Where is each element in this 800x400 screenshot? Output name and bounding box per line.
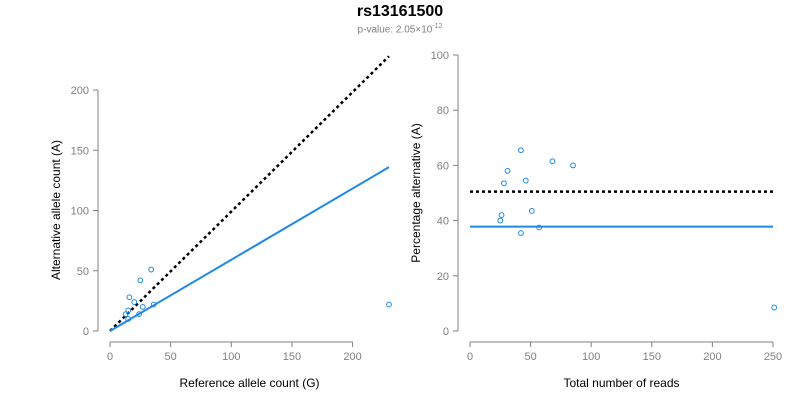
data-point bbox=[125, 307, 132, 314]
data-point bbox=[136, 311, 143, 318]
data-point bbox=[137, 277, 144, 284]
x-tick-label: 0 bbox=[107, 351, 113, 363]
data-point bbox=[518, 230, 524, 236]
data-point bbox=[522, 177, 529, 184]
data-point bbox=[528, 208, 535, 214]
x-tick-label: 0 bbox=[467, 351, 473, 363]
data-point bbox=[131, 299, 138, 305]
subtitle-prefix: p-value: 2.05×10 bbox=[357, 24, 433, 36]
x-tick-label: 250 bbox=[764, 351, 782, 363]
data-point bbox=[125, 316, 132, 322]
chart-title: rs13161500 bbox=[356, 3, 444, 20]
y-axis-title: Percentage alternative (A) bbox=[409, 123, 423, 262]
y-tick-label: 20 bbox=[437, 271, 449, 283]
data-point bbox=[518, 147, 524, 154]
data-point bbox=[139, 304, 146, 310]
data-point bbox=[126, 294, 133, 301]
data-point bbox=[549, 158, 556, 165]
y-tick-label: 80 bbox=[437, 105, 449, 117]
x-tick-label: 150 bbox=[643, 351, 661, 363]
y-tick-label: 100 bbox=[71, 206, 89, 218]
y-tick-label: 0 bbox=[83, 326, 89, 338]
x-tick-label: 50 bbox=[165, 351, 177, 363]
x-axis-title: Total number of reads bbox=[563, 376, 679, 390]
data-point bbox=[504, 168, 511, 174]
y-tick-label: 150 bbox=[71, 145, 89, 157]
plot-panel-2: 0 50 100 150 200 250 0 20 40 60 80 100 Total number … bbox=[409, 50, 782, 390]
data-point bbox=[386, 301, 392, 308]
data-point bbox=[536, 224, 542, 231]
data-point bbox=[148, 266, 155, 273]
x-tick-label: 100 bbox=[582, 351, 600, 363]
y-tick-label: 60 bbox=[437, 160, 449, 172]
data-point bbox=[498, 212, 505, 218]
y-tick-label: 0 bbox=[443, 326, 449, 338]
y-tick-label: 100 bbox=[431, 50, 449, 62]
y-tick-label: 40 bbox=[437, 216, 449, 228]
plot-panel-1: 0 50 100 150 200 0 50 100 150 200 Reference allele… bbox=[49, 55, 392, 390]
data-point bbox=[771, 304, 778, 311]
y-axis-title: Alternative allele count (A) bbox=[49, 140, 63, 280]
reference-line bbox=[109, 55, 390, 332]
y-tick-label: 200 bbox=[71, 85, 89, 97]
x-tick-label: 150 bbox=[283, 351, 301, 363]
fit-line bbox=[109, 166, 390, 332]
x-axis-title: Reference allele count (G) bbox=[179, 376, 319, 390]
y-tick-label: 50 bbox=[77, 266, 89, 278]
data-point bbox=[501, 180, 507, 187]
x-tick-label: 200 bbox=[343, 351, 361, 363]
x-tick-label: 50 bbox=[524, 351, 536, 363]
x-tick-label: 200 bbox=[703, 351, 721, 363]
data-point bbox=[150, 301, 157, 308]
data-point bbox=[570, 162, 576, 169]
data-point bbox=[497, 217, 504, 224]
chart-subtitle: p-value: 2.05×10-12 bbox=[0, 23, 800, 35]
x-tick-label: 100 bbox=[222, 351, 240, 363]
subtitle-exponent: -12 bbox=[432, 23, 443, 30]
